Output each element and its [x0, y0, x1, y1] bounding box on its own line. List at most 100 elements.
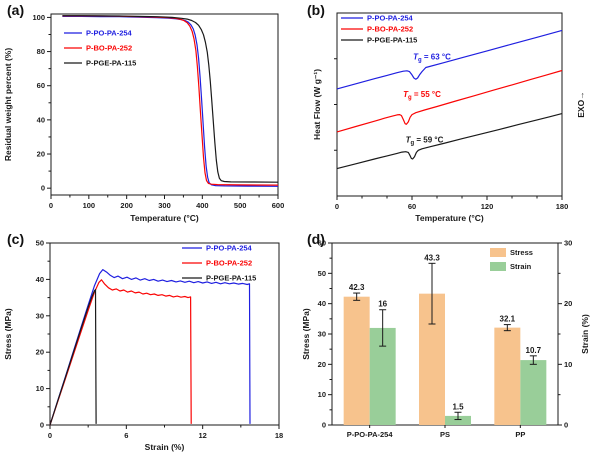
panel-label-b: (b) [307, 2, 325, 18]
legend-item-label: Strain [510, 262, 532, 271]
tg-annotation: Tg = 63 °C [413, 53, 451, 64]
y-axis-title: Stress (MPa) [3, 308, 13, 360]
x-axis-title: Temperature (°C) [415, 213, 484, 223]
chart-a-tga: 0 100 200 300 400 500 600 0 20 40 60 80 100 Temperatu… [3, 13, 285, 223]
x-tick-label: 60 [408, 202, 416, 211]
y-axis-title: Residual weight percent (%) [3, 48, 13, 162]
x-tick-label: 18 [275, 431, 283, 440]
y-tick-label: 40 [37, 115, 45, 124]
x-tick-label: 600 [272, 201, 285, 210]
left-y-tick-label: 10 [318, 390, 326, 399]
y-axis-title: Heat Flow (W g⁻¹) [312, 69, 322, 140]
x-tick-label: 0 [49, 201, 53, 210]
tg-annotation: Tg = 55 °C [403, 90, 441, 101]
y-tick-label: 100 [32, 13, 45, 22]
x-axis-title: Temperature (°C) [130, 213, 199, 223]
y-tick-label: 30 [36, 311, 44, 320]
x-tick-label: 180 [556, 202, 569, 211]
legend-item-label: P-BO-PA-252 [367, 25, 413, 34]
stress-bar [343, 296, 370, 425]
legend-swatch-rect [490, 248, 506, 257]
strain-bar [520, 360, 547, 425]
x-tick-label: 0 [48, 431, 52, 440]
legend-item-label: P-PO-PA-254 [367, 14, 414, 23]
left-y-tick-label: 20 [318, 360, 326, 369]
bar-value-label: 42.3 [349, 283, 365, 292]
right-y-tick-label: 0 [564, 421, 568, 430]
panel-label-c: (c) [7, 231, 25, 247]
chart-c-stress-strain: 0 6 12 18 0 10 20 30 40 50 Strain (%) Stress (MPa) P… [3, 239, 283, 453]
plot-border [50, 13, 279, 196]
panel-b: (b) 0 60 120 180 Temperature (°C) Heat Flow (… [300, 0, 600, 229]
series-line-p-po-pa-254 [336, 29, 563, 90]
y-tick-label: 20 [36, 348, 44, 357]
right-y-tick-label: 10 [564, 360, 572, 369]
x-tick-label: 120 [481, 202, 494, 211]
y-tick-label: 10 [36, 384, 44, 393]
legend-swatch-rect [490, 262, 506, 271]
x-tick-label: 12 [198, 431, 206, 440]
right-y-axis-title: Strain (%) [580, 314, 590, 354]
series-line-p-po-pa-254 [62, 15, 279, 187]
series-line-p-pge-pa-115 [336, 113, 563, 170]
legend-item-label: Stress [510, 248, 533, 257]
category-label: PS [440, 430, 450, 439]
plot-border [49, 242, 280, 426]
y-tick-label: 50 [36, 239, 44, 248]
legend-item-label: P-PGE-PA-115 [86, 59, 136, 68]
left-y-tick-label: 40 [318, 299, 326, 308]
bar-value-label: 32.1 [500, 315, 516, 324]
legend-item-label: P-PGE-PA-115 [206, 274, 256, 283]
y-tick-label: 0 [40, 421, 44, 430]
bar-value-label: 43.3 [424, 253, 440, 262]
x-tick-label: 6 [124, 431, 128, 440]
x-tick-label: 300 [158, 201, 171, 210]
left-y-tick-label: 60 [318, 239, 326, 248]
right-y-tick-label: 20 [564, 299, 572, 308]
category-label: P-PO-PA-254 [347, 430, 394, 439]
y-tick-label: 0 [41, 184, 45, 193]
chart-b-dsc: 0 60 120 180 Temperature (°C) Heat Flow (W g⁻… [312, 12, 586, 223]
legend-item-label: P-PGE-PA-115 [367, 36, 417, 45]
series-line-p-po-pa-254 [49, 268, 251, 426]
bar-value-label: 16 [378, 300, 387, 309]
y-tick-label: 60 [37, 81, 45, 90]
legend-item-label: P-PO-PA-254 [86, 29, 133, 38]
series-line-p-pge-pa-115 [62, 15, 279, 183]
legend-item-label: P-BO-PA-252 [86, 44, 132, 53]
panel-a: (a) 0 100 200 300 400 500 600 0 20 40 60 80 100 Tempe… [0, 0, 300, 229]
y-tick-label: 40 [36, 275, 44, 284]
x-tick-label: 0 [335, 202, 339, 211]
series-line-p-bo-pa-252 [49, 279, 192, 426]
tg-annotation: Tg = 59 °C [406, 136, 444, 147]
panel-c: (c) 0 6 12 18 0 10 20 30 40 50 Strain (%) Stress (M… [0, 229, 300, 458]
x-tick-label: 200 [120, 201, 133, 210]
x-axis-title: Strain (%) [145, 442, 185, 452]
x-tick-label: 400 [196, 201, 209, 210]
bar-value-label: 10.7 [526, 346, 542, 355]
x-tick-label: 500 [234, 201, 247, 210]
stress-bar [494, 327, 521, 425]
left-y-axis-title: Stress (MPa) [301, 308, 311, 360]
panel-label-d: (d) [307, 231, 325, 247]
x-tick-label: 100 [83, 201, 96, 210]
panel-label-a: (a) [7, 2, 25, 18]
right-y-tick-label: 30 [564, 239, 572, 248]
series-line-p-pge-pa-115 [49, 288, 97, 426]
strain-bar [445, 415, 471, 425]
legend-item-label: P-BO-PA-252 [206, 259, 252, 268]
exo-direction-label: EXO→ [576, 91, 586, 117]
panel-d: (d) 0 10 20 30 40 50 60 0 10 20 30 Stress (MPa) Stra… [300, 229, 600, 458]
legend-item-label: P-PO-PA-254 [206, 244, 253, 253]
category-label: PP [515, 430, 525, 439]
left-y-tick-label: 50 [318, 269, 326, 278]
bar-value-label: 1.5 [452, 402, 464, 411]
series-line-p-bo-pa-252 [336, 69, 563, 133]
left-y-tick-label: 30 [318, 330, 326, 339]
series-line-p-bo-pa-252 [62, 15, 279, 186]
y-tick-label: 20 [37, 150, 45, 159]
chart-d-bar: 0 10 20 30 40 50 60 0 10 20 30 Stress (MPa) Strain (… [301, 239, 590, 440]
y-tick-label: 80 [37, 47, 45, 56]
left-y-tick-label: 0 [322, 421, 326, 430]
